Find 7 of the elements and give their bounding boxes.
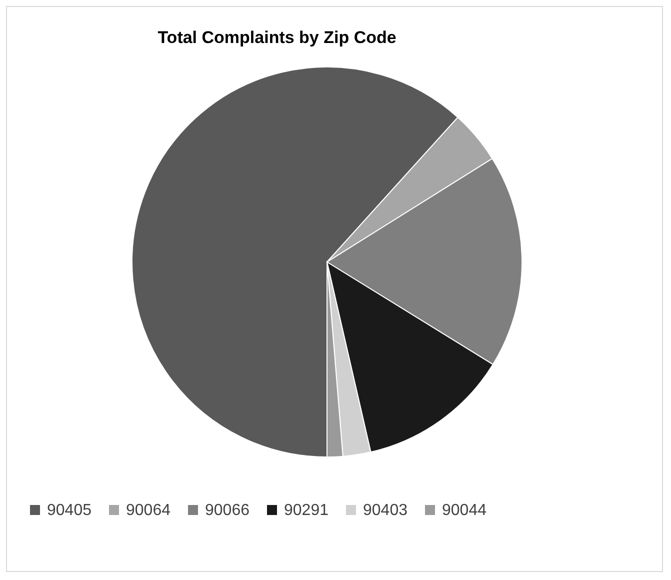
legend-label: 90066: [205, 502, 250, 519]
legend-label: 90044: [442, 502, 487, 519]
legend-label: 90403: [363, 502, 408, 519]
legend-label: 90064: [126, 502, 171, 519]
legend-label: 90405: [47, 502, 92, 519]
legend-label: 90291: [284, 502, 329, 519]
chart-title: Total Complaints by Zip Code: [158, 28, 396, 47]
